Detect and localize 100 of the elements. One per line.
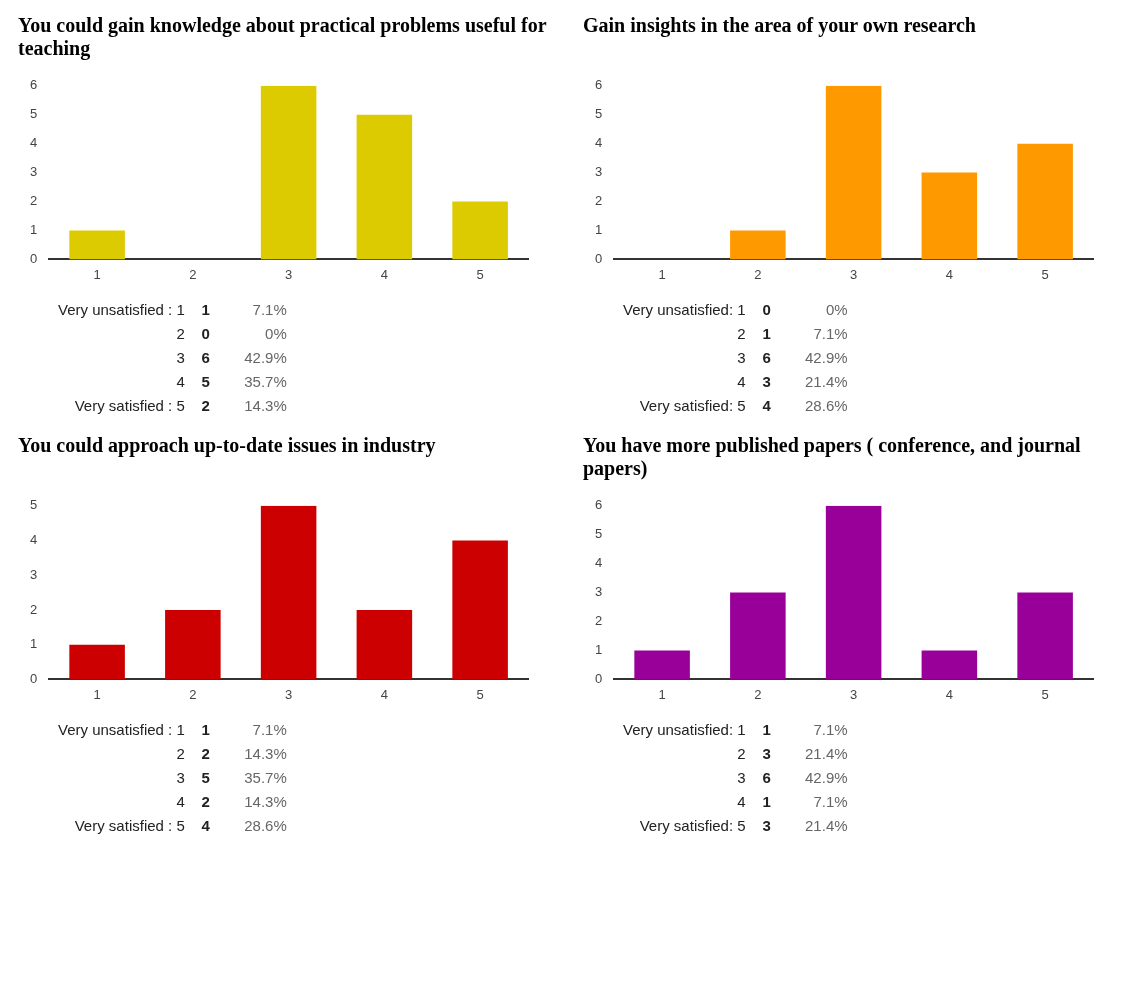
- bar: [825, 85, 882, 260]
- y-tick-label: 2: [595, 613, 603, 629]
- bar: [1017, 592, 1073, 680]
- text: 14.3%: [243, 793, 287, 810]
- x-tick-label: 3: [285, 686, 293, 702]
- y-tick-label: 4: [595, 555, 603, 571]
- y-tick-label: 5: [595, 526, 603, 542]
- text: 35.7%: [243, 373, 287, 390]
- x-tick-label: 3: [850, 266, 858, 282]
- chart-title: Gain insights in the area of your own research: [583, 14, 977, 39]
- text: 3: [736, 769, 746, 786]
- text: 6: [761, 349, 772, 366]
- y-tick-label: 3: [595, 584, 603, 600]
- x-tick-label: 2: [754, 686, 762, 702]
- y-tick-label: 4: [595, 135, 603, 151]
- x-tick-label: 4: [945, 266, 953, 282]
- text: Very unsatisfied: 1: [623, 301, 746, 318]
- y-tick-label: 0: [30, 670, 38, 686]
- text: 1: [200, 721, 211, 738]
- text: 2: [736, 745, 746, 762]
- text: 1: [761, 793, 772, 810]
- chart-title: You have more published papers ( conference, and journal papers): [583, 434, 1082, 482]
- text: 3: [175, 769, 185, 786]
- text: 35.7%: [243, 769, 287, 786]
- text: 4: [200, 817, 211, 834]
- y-tick-label: 4: [30, 135, 38, 151]
- text: 7.1%: [251, 721, 287, 738]
- chart-title: You could approach up-to-date issues in industry: [18, 434, 437, 459]
- text: 0%: [264, 325, 287, 342]
- bar: [69, 230, 125, 260]
- y-tick-label: 2: [595, 193, 603, 209]
- x-tick-label: 1: [93, 266, 101, 282]
- bar: [1017, 143, 1073, 260]
- text: Very satisfied : 5: [73, 397, 185, 414]
- x-tick-label: 4: [380, 686, 388, 702]
- text: Very satisfied: 5: [638, 397, 746, 414]
- x-tick-label: 2: [754, 266, 762, 282]
- text: Very satisfied : 5: [73, 817, 185, 834]
- bar: [730, 230, 786, 260]
- text: 1: [200, 301, 211, 318]
- x-tick-label: 5: [1041, 686, 1049, 702]
- x-tick-label: 2: [189, 686, 197, 702]
- bar: [921, 172, 978, 260]
- y-tick-label: 6: [30, 77, 38, 93]
- text: 28.6%: [804, 397, 848, 414]
- y-tick-label: 0: [595, 670, 603, 686]
- bar: [921, 650, 978, 680]
- text: Very satisfied: 5: [638, 817, 746, 834]
- text: 1: [761, 721, 772, 738]
- x-tick-label: 1: [658, 266, 666, 282]
- y-tick-label: 1: [30, 222, 38, 238]
- text: Very unsatisfied : 1: [58, 301, 185, 318]
- text: 3: [761, 373, 772, 390]
- x-tick-label: 5: [1041, 266, 1049, 282]
- text: 42.9%: [804, 349, 848, 366]
- bar: [165, 609, 221, 680]
- text: 7.1%: [812, 793, 848, 810]
- chart-title: You could gain knowledge about practical problems useful for teaching: [18, 14, 548, 62]
- y-tick-label: 6: [595, 497, 603, 513]
- y-tick-label: 0: [30, 250, 38, 266]
- text: 7.1%: [251, 301, 287, 318]
- text: 3: [761, 745, 772, 762]
- y-tick-label: 3: [30, 566, 38, 582]
- y-tick-label: 5: [30, 106, 38, 122]
- text: 0: [200, 325, 211, 342]
- text: 21.4%: [804, 817, 848, 834]
- y-tick-label: 3: [30, 164, 38, 180]
- text: 42.9%: [804, 769, 848, 786]
- y-tick-label: 0: [595, 250, 603, 266]
- text: 5: [200, 769, 211, 786]
- text: 5: [200, 373, 211, 390]
- x-tick-label: 4: [380, 266, 388, 282]
- x-tick-label: 3: [850, 686, 858, 702]
- text: 2: [200, 745, 211, 762]
- text: 7.1%: [812, 325, 848, 342]
- text: Very unsatisfied: 1: [623, 721, 746, 738]
- text: 4: [736, 373, 746, 390]
- x-tick-label: 5: [476, 686, 484, 702]
- y-tick-label: 5: [30, 497, 38, 513]
- text: 28.6%: [243, 817, 287, 834]
- text: 2: [200, 793, 211, 810]
- y-tick-label: 3: [595, 164, 603, 180]
- bar: [356, 609, 413, 680]
- text: 21.4%: [804, 745, 848, 762]
- x-tick-label: 2: [189, 266, 197, 282]
- text: 2: [736, 325, 746, 342]
- text: 6: [200, 349, 211, 366]
- text: 7.1%: [812, 721, 848, 738]
- text: 3: [175, 349, 185, 366]
- y-tick-label: 2: [30, 601, 38, 617]
- x-tick-label: 1: [658, 686, 666, 702]
- x-tick-label: 5: [476, 266, 484, 282]
- text: 14.3%: [243, 745, 287, 762]
- bar: [260, 505, 317, 680]
- bar: [452, 201, 508, 260]
- y-tick-label: 4: [30, 532, 38, 548]
- bar: [356, 114, 413, 260]
- text: 2: [175, 325, 185, 342]
- text: 3: [761, 817, 772, 834]
- y-tick-label: 6: [595, 77, 603, 93]
